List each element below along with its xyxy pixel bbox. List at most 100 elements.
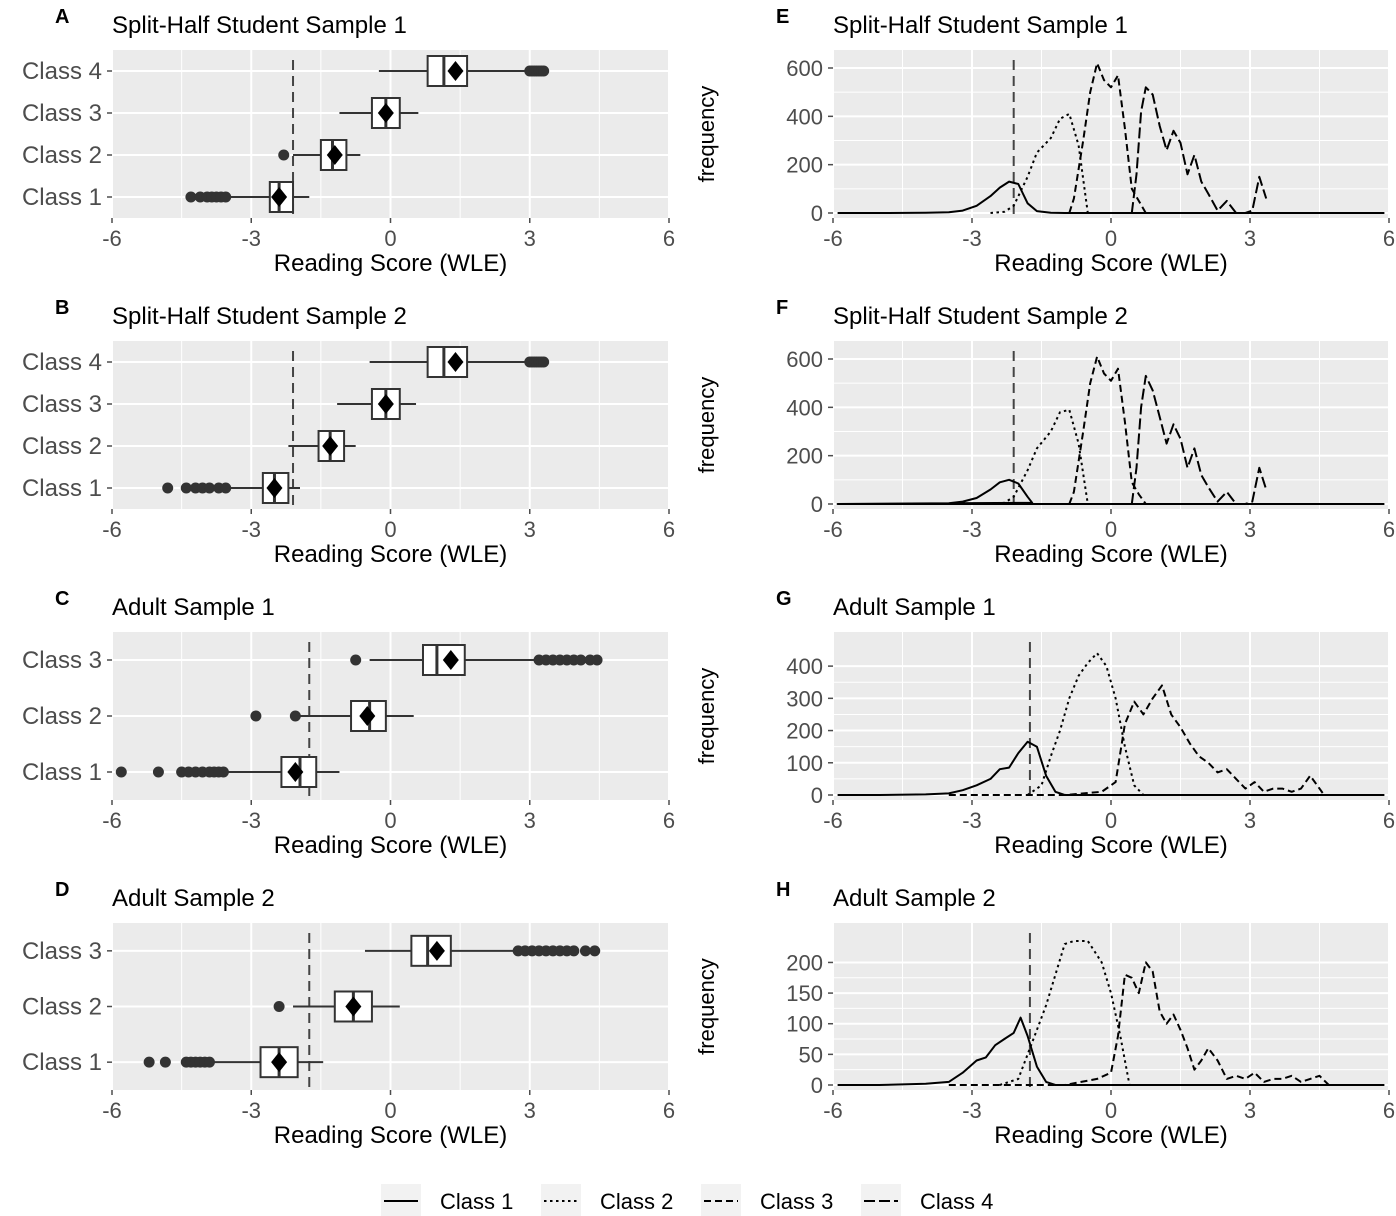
x-tick-label: 0	[384, 517, 396, 542]
y-tick-label: 0	[811, 783, 823, 808]
category-label: Class 4	[22, 58, 102, 85]
outlier-point	[217, 766, 229, 778]
box-class-2	[278, 139, 361, 171]
panel-letter: B	[55, 297, 69, 319]
box-class-1	[143, 1046, 324, 1079]
outlier-point	[289, 710, 301, 722]
panel-f: F Split-Half Student Sample 2 0 200 400 600 fr…	[694, 297, 1395, 568]
y-tick-label: 50	[799, 1042, 823, 1067]
outlier-point	[152, 766, 164, 778]
x-axis-label: Reading Score (WLE)	[994, 541, 1227, 568]
mean-diamond	[442, 650, 459, 670]
mean-diamond	[345, 996, 362, 1017]
category-label: Class 1	[22, 184, 102, 211]
series-line-class-1	[837, 740, 1385, 796]
series-line-class-3	[1068, 62, 1147, 214]
series-line-class-3	[948, 961, 1330, 1086]
x-tick-label: -3	[241, 226, 261, 251]
outlier-point	[220, 482, 232, 494]
box-class-2	[273, 990, 400, 1023]
x-tick-label: 6	[663, 1098, 675, 1123]
series-line-class-3	[1068, 355, 1147, 505]
x-axis-label: Reading Score (WLE)	[994, 832, 1227, 859]
y-tick-label: 200	[786, 153, 823, 178]
box-class-3	[364, 934, 601, 967]
panel-title: Split-Half Student Sample 2	[112, 303, 407, 330]
panel-c: C Adult Sample 1 Class 3 Class 2 Class 1-6 -3…	[22, 588, 675, 859]
series-line-class-4	[1130, 374, 1268, 505]
category-label: Class 2	[22, 703, 102, 730]
outlier-point	[591, 654, 603, 666]
y-tick-label: 0	[811, 201, 823, 226]
x-tick-label: 0	[384, 1098, 396, 1123]
outlier-point	[538, 65, 550, 77]
panel-letter: G	[776, 588, 792, 610]
x-tick-label: -6	[102, 808, 122, 833]
panel-b: B Split-Half Student Sample 2 Class 4 Class…	[22, 297, 675, 568]
y-tick-label: 400	[786, 654, 823, 679]
x-tick-label: -6	[823, 226, 843, 251]
category-label: Class 2	[22, 994, 102, 1021]
mean-diamond	[359, 706, 376, 726]
x-axis-label: Reading Score (WLE)	[274, 541, 507, 568]
y-tick-label: 600	[786, 347, 823, 372]
outlier-point	[589, 945, 601, 957]
x-axis-label: Reading Score (WLE)	[274, 250, 507, 277]
x-tick-label: 0	[384, 808, 396, 833]
panel-a: A Split-Half Student Sample 1 Class 4 Class…	[22, 6, 675, 277]
x-tick-label: -6	[823, 808, 843, 833]
category-label: Class 1	[22, 475, 102, 502]
panel-g: G Adult Sample 1 0 100 200 300 400 frequency -6 -…	[694, 588, 1395, 859]
category-label: Class 2	[22, 142, 102, 169]
mean-diamond	[447, 352, 464, 372]
panel-letter: D	[55, 879, 69, 901]
legend-label: Class 3	[760, 1189, 833, 1214]
x-tick-label: -3	[962, 226, 982, 251]
y-tick-label: 400	[786, 395, 823, 420]
x-tick-label: -6	[102, 226, 122, 251]
legend-item-class-3: Class 3	[701, 1184, 833, 1216]
category-label: Class 3	[22, 938, 102, 965]
mean-diamond	[447, 61, 464, 81]
outlier-point	[203, 482, 215, 494]
box-class-1	[162, 472, 300, 504]
outlier-point	[575, 654, 587, 666]
series-line-class-2	[990, 112, 1089, 214]
y-tick-label: 200	[786, 950, 823, 975]
panel-h: H Adult Sample 2 0 50 100 150 200 frequency -6 -3…	[694, 879, 1395, 1149]
mean-diamond	[326, 145, 343, 165]
x-tick-label: 6	[663, 808, 675, 833]
outlier-point	[159, 1056, 171, 1068]
x-tick-label: -6	[102, 1098, 122, 1123]
panel-d: D Adult Sample 2 Class 3 Class 2 Class 1-6 -3…	[22, 879, 675, 1149]
y-axis-label: frequency	[694, 86, 719, 183]
x-tick-label: 3	[1244, 1098, 1256, 1123]
category-label: Class 3	[22, 391, 102, 418]
panel-title: Adult Sample 1	[112, 594, 275, 621]
box-class-2	[288, 430, 356, 462]
category-label: Class 3	[22, 647, 102, 674]
series-line-class-3	[948, 684, 1325, 796]
x-axis-label: Reading Score (WLE)	[994, 1122, 1227, 1149]
box-class-3	[339, 97, 419, 129]
legend-item-class-2: Class 2	[541, 1184, 673, 1216]
legend-item-class-1: Class 1	[381, 1184, 513, 1216]
panel-title: Adult Sample 1	[833, 594, 996, 621]
x-axis-label: Reading Score (WLE)	[274, 832, 507, 859]
y-axis-label: frequency	[694, 958, 719, 1055]
x-tick-label: -6	[823, 517, 843, 542]
mean-diamond	[266, 478, 283, 498]
x-tick-label: 6	[1383, 1098, 1395, 1123]
panel-title: Split-Half Student Sample 1	[833, 12, 1128, 39]
mean-diamond	[322, 436, 339, 456]
box-class-4	[378, 55, 550, 87]
outlier-point	[185, 191, 197, 203]
x-tick-label: 3	[524, 808, 536, 833]
x-tick-label: 6	[1383, 226, 1395, 251]
x-tick-label: 3	[1244, 226, 1256, 251]
y-tick-label: 200	[786, 719, 823, 744]
category-label: Class 2	[22, 433, 102, 460]
x-axis-label: Reading Score (WLE)	[274, 1122, 507, 1149]
mean-diamond	[271, 1052, 288, 1073]
